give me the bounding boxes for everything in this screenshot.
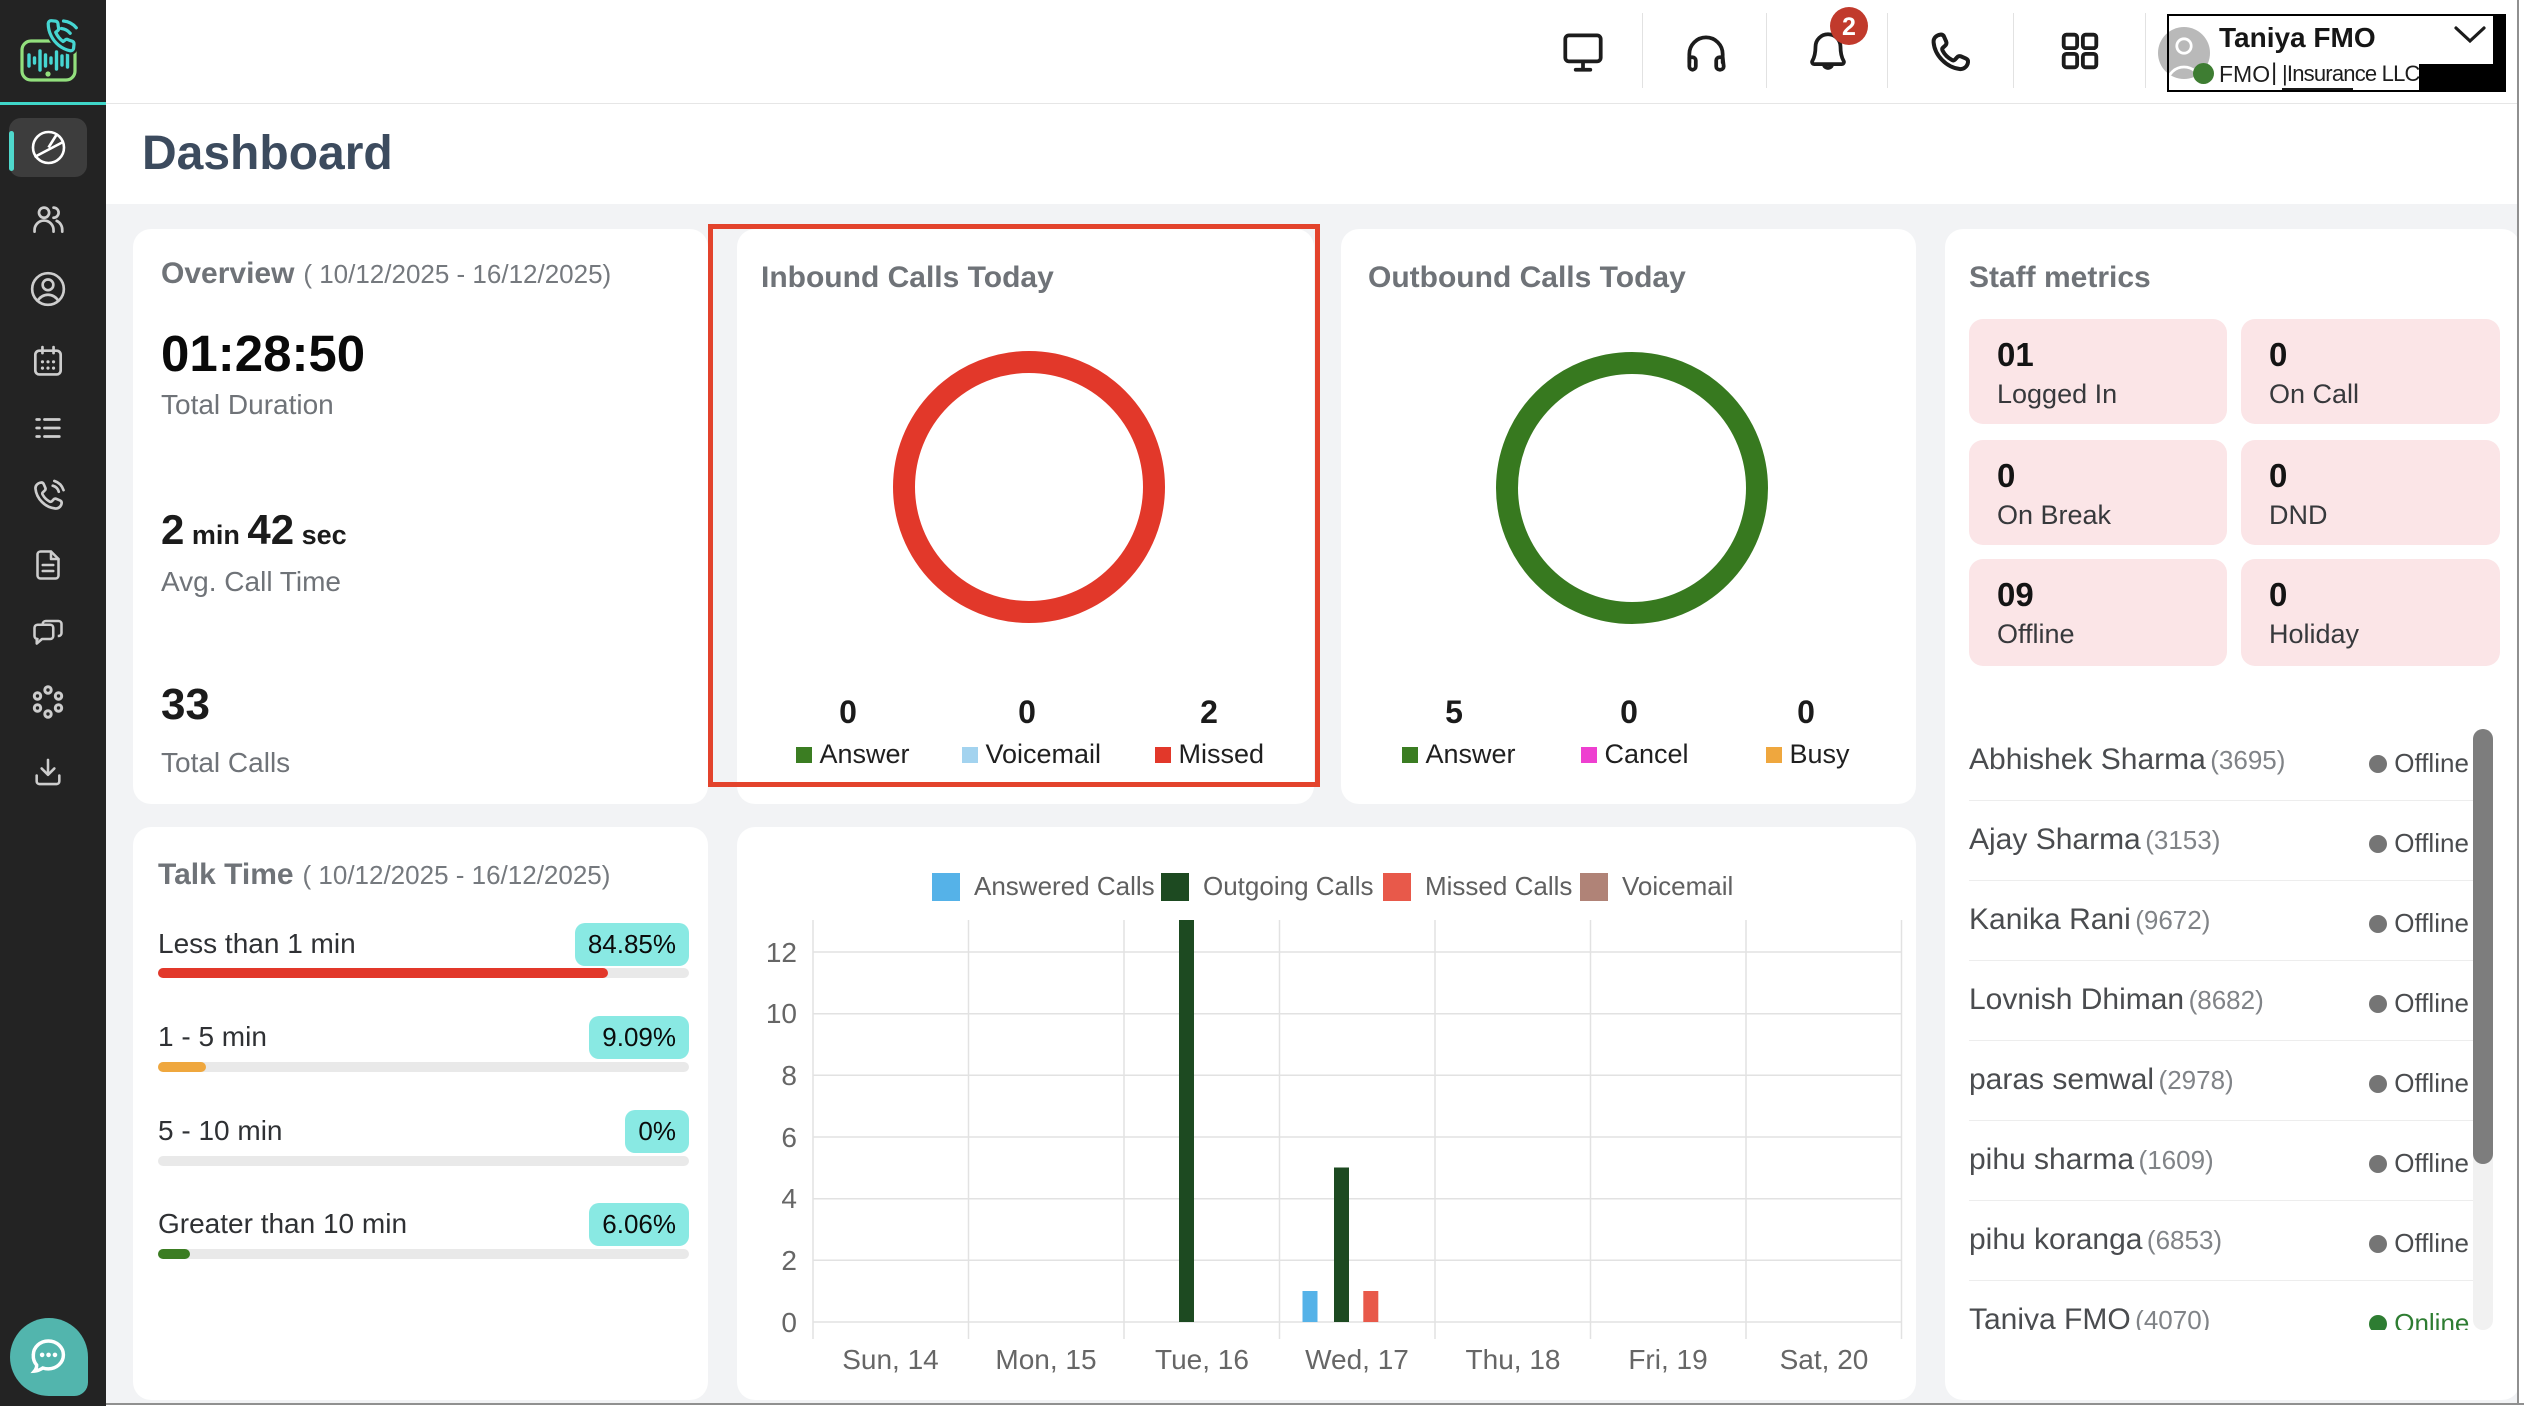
svg-text:Tue, 16: Tue, 16	[1155, 1344, 1249, 1375]
svg-text:Fri, 19: Fri, 19	[1628, 1344, 1707, 1375]
svg-text:4: 4	[781, 1183, 797, 1214]
svg-text:Sat, 20: Sat, 20	[1780, 1344, 1869, 1375]
svg-text:Mon, 15: Mon, 15	[995, 1344, 1096, 1375]
svg-text:Voicemail: Voicemail	[1622, 871, 1733, 901]
svg-text:6: 6	[781, 1122, 797, 1153]
svg-text:10: 10	[766, 998, 797, 1029]
svg-text:Wed, 17: Wed, 17	[1305, 1344, 1409, 1375]
svg-text:0: 0	[781, 1307, 797, 1338]
svg-text:2: 2	[781, 1245, 797, 1276]
svg-text:Answered Calls: Answered Calls	[974, 871, 1155, 901]
svg-text:Outgoing Calls: Outgoing Calls	[1203, 871, 1374, 901]
svg-text:Thu, 18: Thu, 18	[1466, 1344, 1561, 1375]
svg-text:Missed Calls: Missed Calls	[1425, 871, 1572, 901]
svg-text:12: 12	[766, 937, 797, 968]
svg-text:8: 8	[781, 1060, 797, 1091]
svg-text:Sun, 14: Sun, 14	[842, 1344, 939, 1375]
